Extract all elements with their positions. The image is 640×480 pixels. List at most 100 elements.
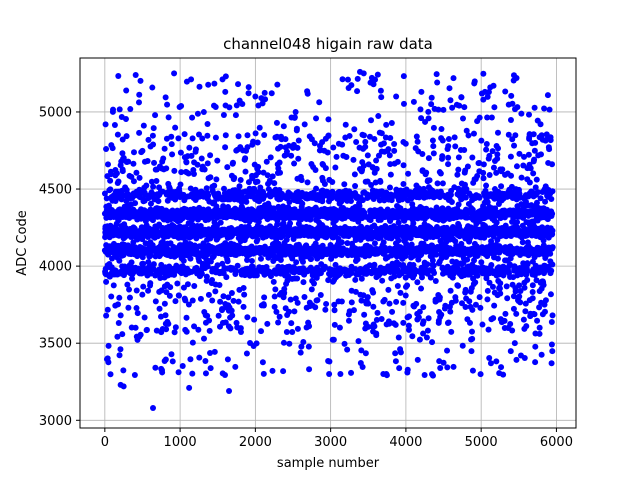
data-point xyxy=(191,283,198,290)
data-point xyxy=(445,143,452,150)
data-point xyxy=(294,299,301,306)
data-point xyxy=(172,298,179,305)
data-point xyxy=(241,291,248,298)
data-point xyxy=(177,181,184,188)
data-point xyxy=(223,274,230,281)
data-point xyxy=(194,110,201,117)
data-point xyxy=(222,240,229,247)
data-point xyxy=(410,98,417,105)
data-point xyxy=(140,283,147,290)
data-point xyxy=(103,145,110,152)
data-point xyxy=(159,369,166,376)
data-point xyxy=(391,147,398,154)
data-point xyxy=(418,88,425,95)
data-point xyxy=(114,131,121,138)
data-point xyxy=(181,131,188,138)
data-point xyxy=(257,255,264,262)
data-point xyxy=(308,286,315,293)
data-point xyxy=(104,306,111,313)
data-point xyxy=(282,136,289,143)
data-point xyxy=(164,101,171,108)
data-point xyxy=(133,169,140,176)
data-point xyxy=(189,339,196,346)
data-point xyxy=(209,297,216,304)
data-point xyxy=(104,161,111,168)
data-point xyxy=(271,293,278,300)
data-point xyxy=(220,293,227,300)
data-point xyxy=(245,90,252,97)
data-point xyxy=(174,280,181,287)
data-point xyxy=(103,312,110,319)
data-point xyxy=(432,278,439,285)
data-point xyxy=(455,154,462,161)
data-point xyxy=(239,101,246,108)
data-point xyxy=(445,319,452,326)
data-point xyxy=(224,356,231,363)
data-point xyxy=(431,269,438,276)
data-point xyxy=(252,130,259,137)
data-point xyxy=(235,81,242,88)
data-point xyxy=(468,328,475,335)
data-point xyxy=(267,154,274,161)
data-point xyxy=(119,150,126,157)
data-point xyxy=(137,331,144,338)
data-point xyxy=(114,333,121,340)
data-point xyxy=(300,338,307,345)
data-point xyxy=(150,141,157,148)
data-point xyxy=(465,132,472,139)
data-point xyxy=(361,132,368,139)
data-point xyxy=(213,203,220,210)
data-point xyxy=(115,178,122,185)
data-point xyxy=(131,372,138,379)
data-point xyxy=(205,192,212,199)
data-point xyxy=(269,173,276,180)
data-point xyxy=(248,257,255,264)
data-point xyxy=(392,350,399,357)
data-point xyxy=(362,350,369,357)
data-point xyxy=(222,73,229,80)
data-point xyxy=(359,364,366,371)
data-point xyxy=(350,307,357,314)
data-point xyxy=(472,279,479,286)
data-point xyxy=(381,296,388,303)
data-point xyxy=(312,167,319,174)
data-point xyxy=(160,155,167,162)
data-point xyxy=(204,263,211,270)
data-point xyxy=(137,77,144,84)
data-point xyxy=(429,257,436,264)
data-point xyxy=(400,100,407,107)
data-point xyxy=(339,141,346,148)
data-point xyxy=(375,113,382,120)
data-point xyxy=(354,75,361,82)
data-point xyxy=(329,179,336,186)
data-point xyxy=(206,327,213,334)
data-point xyxy=(127,106,134,113)
data-point xyxy=(415,314,422,321)
data-point xyxy=(188,76,195,83)
data-point xyxy=(445,154,452,161)
data-point xyxy=(152,298,159,305)
data-point xyxy=(148,178,155,185)
data-point xyxy=(198,155,205,162)
data-point xyxy=(212,134,219,141)
data-point xyxy=(281,286,288,292)
data-point xyxy=(319,198,326,205)
data-point xyxy=(354,88,361,95)
data-point xyxy=(113,170,120,177)
data-point xyxy=(285,308,292,315)
data-point xyxy=(171,167,178,174)
data-point xyxy=(458,94,465,101)
data-point xyxy=(198,270,205,277)
data-point xyxy=(283,328,290,335)
data-point xyxy=(222,132,229,139)
data-point xyxy=(277,169,284,176)
data-point xyxy=(471,78,478,85)
data-point xyxy=(244,132,251,139)
data-point xyxy=(299,258,306,265)
data-point xyxy=(294,325,301,332)
data-point xyxy=(254,236,261,243)
data-point xyxy=(107,186,114,193)
data-point xyxy=(175,369,182,376)
data-point xyxy=(380,239,387,246)
data-point xyxy=(421,372,428,378)
